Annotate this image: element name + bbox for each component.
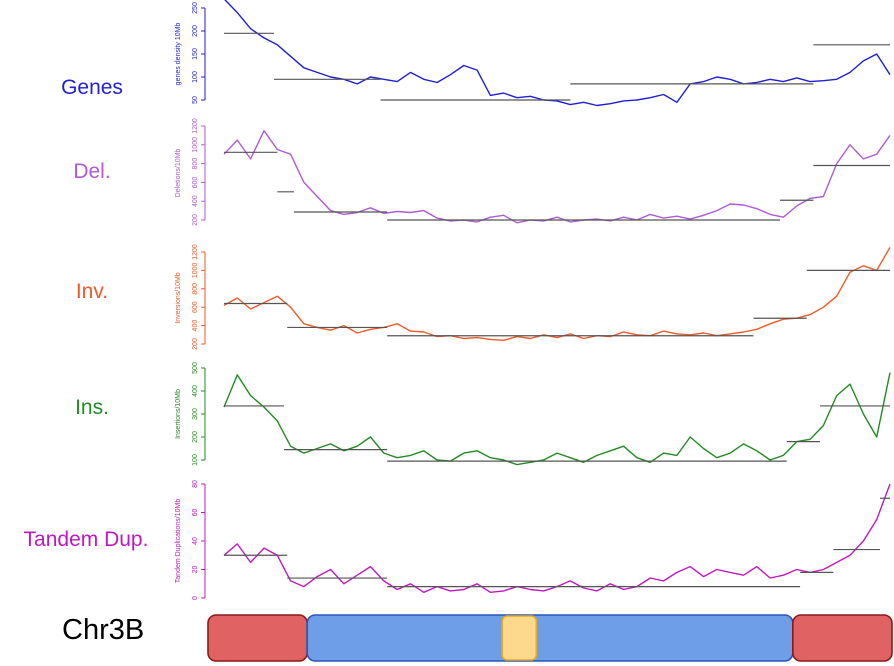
y-tick-label: 300 bbox=[192, 408, 199, 420]
y-tick-label: 800 bbox=[192, 283, 199, 295]
track-1: 200 400 600 800 1000 1200 Deletions/10Mb bbox=[175, 118, 891, 226]
y-tick-label: 200 bbox=[192, 214, 199, 226]
y-axis-label: Inversions/10Mb bbox=[175, 272, 182, 323]
chromosome-segment-distal-right bbox=[792, 614, 893, 662]
y-tick-label: 600 bbox=[192, 301, 199, 313]
y-tick-label: 60 bbox=[192, 509, 199, 517]
track-2: 200 400 600 800 1000 1200 Inversions/10Mb bbox=[175, 244, 891, 350]
y-axis-label: Deletions/10Mb bbox=[175, 149, 182, 198]
track-label: Inv. bbox=[75, 280, 109, 303]
track-3: 100 200 300 400 500 Insertions/10Mb bbox=[175, 362, 891, 466]
series-line bbox=[223, 372, 891, 466]
y-tick-label: 20 bbox=[192, 566, 199, 574]
chromosome-segment-distal-left bbox=[207, 614, 308, 662]
y-tick-label: 600 bbox=[192, 176, 199, 188]
y-tick-label: 200 bbox=[192, 431, 199, 443]
y-tick-label: 400 bbox=[192, 195, 199, 207]
y-tick-label: 40 bbox=[192, 537, 199, 545]
chromosome-label: Chr3B bbox=[62, 614, 145, 646]
y-tick-label: 80 bbox=[192, 480, 199, 488]
track-0: 50 100 150 200 250 genes density 10Mb bbox=[175, 0, 891, 107]
y-tick-label: 800 bbox=[192, 158, 199, 170]
chromosome-segment-centromere bbox=[501, 615, 538, 661]
y-tick-label: 0 bbox=[192, 596, 199, 600]
y-tick-label: 250 bbox=[192, 2, 199, 14]
y-tick-label: 100 bbox=[192, 71, 199, 83]
series-line bbox=[223, 483, 891, 593]
track-4: 0 20 40 60 80 Tandem Duplications/10Mb bbox=[175, 480, 891, 600]
y-tick-label: 50 bbox=[192, 96, 199, 104]
series-line bbox=[224, 0, 891, 107]
chromosome-segment-interstitial bbox=[306, 614, 794, 662]
y-tick-label: 100 bbox=[192, 454, 199, 466]
track-label: Genes bbox=[61, 76, 123, 99]
series-line bbox=[223, 129, 891, 224]
series-line bbox=[223, 247, 891, 341]
y-axis-label: genes density 10Mb bbox=[175, 23, 182, 86]
y-tick-label: 1200 bbox=[192, 118, 199, 134]
y-tick-label: 500 bbox=[192, 362, 199, 374]
y-tick-label: 400 bbox=[192, 385, 199, 397]
track-label: Del. bbox=[73, 160, 111, 183]
y-tick-label: 200 bbox=[192, 25, 199, 37]
y-tick-label: 400 bbox=[192, 320, 199, 332]
y-tick-label: 1000 bbox=[192, 263, 199, 279]
y-tick-label: 1200 bbox=[192, 244, 199, 260]
y-axis-label: Insertions/10Mb bbox=[175, 389, 182, 439]
y-axis-label: Tandem Duplications/10Mb bbox=[175, 499, 182, 584]
track-label: Ins. bbox=[75, 396, 109, 419]
y-tick-label: 200 bbox=[192, 338, 199, 350]
y-tick-label: 150 bbox=[192, 48, 199, 60]
track-label: Tandem Dup. bbox=[23, 528, 149, 551]
chromosome-ideogram bbox=[207, 614, 893, 662]
y-tick-label: 1000 bbox=[192, 137, 199, 153]
